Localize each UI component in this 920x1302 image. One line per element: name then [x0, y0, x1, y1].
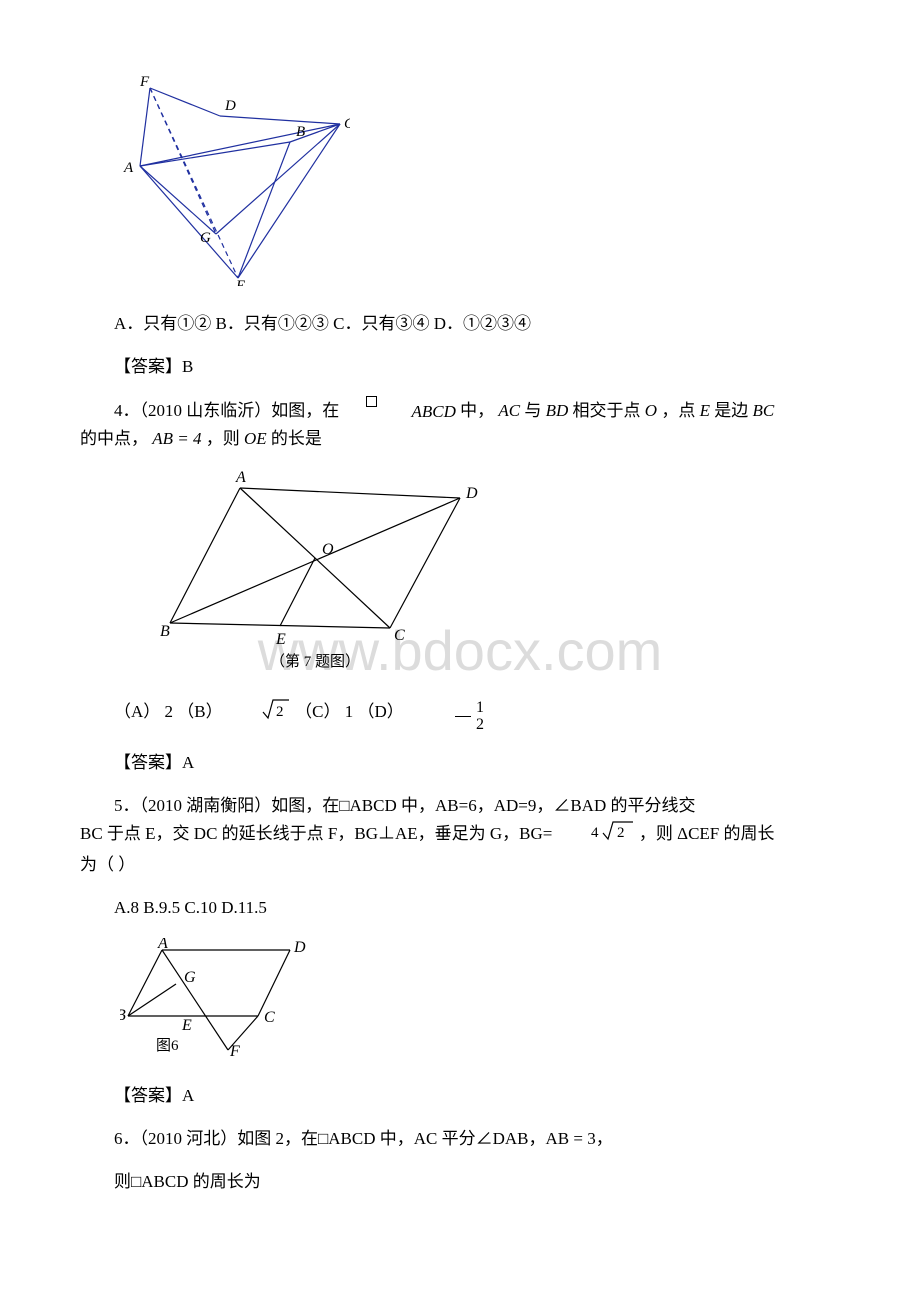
svg-text:D: D: [465, 485, 478, 502]
q4-choices: （A） 2 （B） 2 （C） 1 （D） 1 2: [80, 693, 840, 733]
q4-cA-v: 2: [165, 702, 174, 721]
q4-t6: 是边: [714, 401, 748, 420]
svg-text:C: C: [344, 116, 350, 132]
q4-cA-p: （A）: [114, 702, 160, 721]
q4-stem: 4．（2010 山东临沂）如图，在 ABCD 中， AC 与 BD 相交于点 O…: [80, 397, 840, 453]
q5-choices: A.8 B.9.5 C.10 D.11.5: [80, 894, 840, 921]
q5-l3: 为（ ）: [80, 855, 135, 874]
q4-bd: BD: [546, 401, 569, 420]
svg-text:F: F: [139, 76, 150, 90]
svg-text:A: A: [157, 938, 168, 952]
q4-t5: ，点: [661, 401, 695, 420]
svg-text:G: G: [184, 969, 196, 986]
figure-2-container: A D B C E O （第 7 题图）: [160, 468, 840, 676]
q4-cC-v: 1: [345, 702, 354, 721]
svg-text:C: C: [394, 627, 405, 644]
q4-t3: 与: [524, 401, 541, 420]
svg-text:B: B: [160, 623, 170, 640]
q4-cD-p: （D）: [357, 702, 403, 721]
svg-text:B: B: [296, 124, 305, 140]
q4-O: O: [645, 401, 657, 420]
q4-ab4: AB = 4: [152, 429, 201, 448]
svg-text:4: 4: [591, 825, 599, 841]
q4-t2: 中，: [460, 401, 494, 420]
svg-text:O: O: [322, 541, 334, 558]
svg-text:E: E: [235, 278, 245, 286]
q5-stem: 5．（2010 湖南衡阳）如图，在□ABCD 中，AB=6，AD=9，∠BAD …: [80, 792, 840, 879]
q5-l1: 5．（2010 湖南衡阳）如图，在□ABCD 中，AB=6，AD=9，∠BAD …: [114, 796, 696, 815]
q5-answer: 【答案】A: [80, 1082, 840, 1109]
svg-text:A: A: [123, 160, 134, 176]
q5-l2b: ，则 ΔCEF 的周长: [639, 824, 775, 843]
svg-text:B: B: [120, 1007, 126, 1024]
q4-OE: OE: [244, 429, 267, 448]
figure-1-container: F D C B A G E: [120, 76, 840, 294]
q4-l2a: 的中点，: [80, 429, 148, 448]
q4-cC-p: （C）: [295, 702, 340, 721]
q4-t1: 4．（2010 山东临沂）如图，在: [114, 401, 339, 420]
figure-1-svg: F D C B A G E: [120, 76, 350, 286]
q5-l2a: BC 于点 E，交 DC 的延长线于点 F，BG⊥AE，垂足为 G，BG=: [80, 824, 552, 843]
frac-bot: 2: [442, 717, 484, 733]
figure-3-svg: A D B C E F G 图6: [120, 938, 310, 1058]
q3-choices: A．只有①② B．只有①②③ C．只有③④ D．①②③④: [80, 310, 840, 337]
svg-text:C: C: [264, 1009, 275, 1026]
svg-text:（第 7 题图）: （第 7 题图）: [270, 652, 360, 668]
svg-text:G: G: [200, 230, 211, 246]
q5-expr: 4 2: [557, 819, 635, 851]
q4-answer: 【答案】A: [80, 749, 840, 776]
q4-BC: BC: [752, 401, 774, 420]
q4-l2b: ，则: [206, 429, 240, 448]
svg-text:D: D: [224, 98, 236, 114]
q4-cB-p: （B）: [177, 702, 222, 721]
svg-text:D: D: [293, 939, 306, 956]
svg-text:2: 2: [276, 704, 284, 720]
q4-l2c: 的长是: [271, 429, 322, 448]
q3-answer: 【答案】B: [80, 353, 840, 380]
q6-l1: 6．（2010 河北）如图 2，在□ABCD 中，AC 平分∠DAB，AB = …: [80, 1125, 840, 1152]
svg-text:E: E: [181, 1017, 192, 1034]
q4-cD-frac: 1 2: [408, 693, 484, 733]
svg-text:F: F: [229, 1043, 240, 1058]
svg-text:E: E: [275, 631, 286, 648]
q4-E: E: [700, 401, 710, 420]
q4-cB-sqrt: 2: [227, 696, 291, 730]
q4-t4: 相交于点: [573, 401, 641, 420]
frac-top: 1: [442, 700, 484, 716]
q4-ac: AC: [498, 401, 520, 420]
svg-text:A: A: [235, 469, 246, 486]
q4-abcd: ABCD: [378, 402, 456, 421]
svg-text:图6: 图6: [156, 1037, 179, 1054]
figure-3-container: A D B C E F G 图6: [120, 938, 840, 1066]
figure-2-svg: A D B C E O （第 7 题图）: [160, 468, 490, 668]
q4-pword: ABCD: [412, 402, 456, 421]
svg-text:2: 2: [617, 825, 625, 841]
q6-l2: 则□ABCD 的周长为: [80, 1168, 840, 1195]
